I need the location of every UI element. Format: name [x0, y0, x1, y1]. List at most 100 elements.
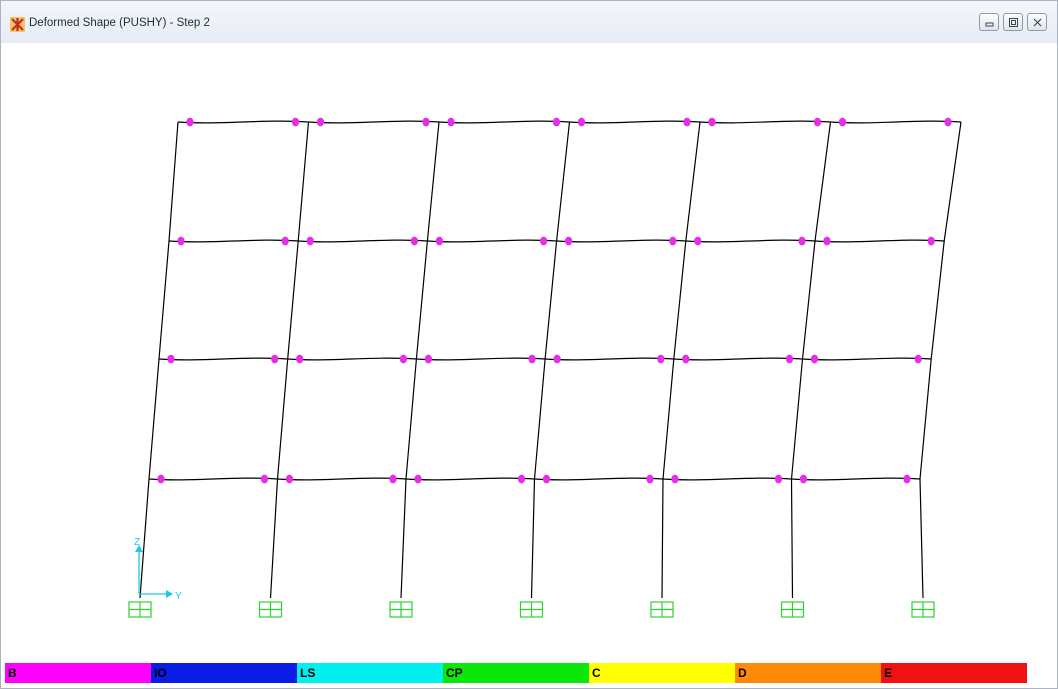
- plastic-hinge-marker: [683, 117, 691, 127]
- plastic-hinge-marker: [542, 474, 551, 484]
- beam-level4-bay1: [177, 120, 309, 124]
- plastic-hinge-marker: [316, 117, 325, 127]
- plastic-hinge-marker: [553, 354, 561, 364]
- legend-segment-b: B: [5, 663, 151, 683]
- legend-label: LS: [300, 666, 316, 680]
- fixed-support-grid: [651, 602, 673, 617]
- beam-level2-bay4: [545, 357, 674, 361]
- close-icon: [1033, 18, 1042, 27]
- plastic-hinge-marker: [422, 117, 430, 127]
- plastic-hinge-marker: [291, 117, 300, 127]
- y-axis-arrowhead: [166, 590, 173, 598]
- legend-segment-c: C: [589, 663, 735, 683]
- legend-segment-cp: CP: [443, 663, 589, 683]
- axes-triad: [138, 548, 169, 595]
- plastic-hinge-marker: [577, 117, 586, 127]
- legend-segment-ls: LS: [297, 663, 443, 683]
- title-bar[interactable]: Deformed Shape (PUSHY) - Step 2: [1, 1, 1057, 43]
- beam-level3-bay3: [427, 239, 557, 243]
- fixed-support-grid: [781, 602, 804, 617]
- plastic-hinge-marker: [823, 236, 831, 246]
- beam-level1-bay4: [534, 477, 664, 481]
- fixed-support-grid: [520, 602, 543, 617]
- restore-icon: [1009, 18, 1018, 27]
- legend-label: CP: [446, 666, 463, 680]
- plastic-hinge-marker: [540, 236, 548, 246]
- plastic-hinge-marker: [838, 117, 847, 127]
- beam-level1-bay5: [662, 477, 792, 481]
- plastic-hinge-marker: [657, 354, 665, 364]
- plastic-hinge-marker: [296, 354, 304, 364]
- sap2000-app-icon: [10, 17, 25, 32]
- plastic-hinge-marker: [914, 354, 922, 364]
- beam-level4-bay6: [830, 120, 962, 124]
- plastic-hinge-marker: [177, 236, 185, 246]
- beam-level2-bay5: [673, 357, 803, 361]
- beam-level4-bay4: [569, 120, 701, 124]
- legend-segment-d: D: [735, 663, 881, 683]
- plastic-hinge-marker: [669, 236, 677, 246]
- plastic-hinge-marker: [682, 354, 690, 364]
- plastic-hinge-marker: [399, 354, 407, 364]
- plastic-hinge-marker: [785, 354, 794, 364]
- plastic-hinge-marker: [708, 117, 716, 127]
- column-7: [919, 121, 962, 599]
- plastic-hinge-marker: [552, 117, 561, 127]
- plastic-hinge-marker: [646, 474, 654, 484]
- plastic-hinge-marker: [528, 354, 536, 364]
- plastic-hinge-marker: [435, 236, 443, 246]
- plastic-hinge-marker: [285, 474, 294, 484]
- beam-level2-bay1: [158, 357, 288, 361]
- z-axis-arrowhead: [135, 545, 143, 552]
- beam-level4-bay5: [699, 120, 831, 124]
- plastic-hinge-marker: [799, 474, 808, 484]
- plastic-hinge-marker: [306, 236, 314, 246]
- plastic-hinge-marker: [798, 236, 806, 246]
- plastic-hinge-marker: [167, 354, 175, 364]
- plastic-hinge-marker: [186, 117, 194, 127]
- plastic-hinge-marker: [517, 474, 526, 484]
- restore-button[interactable]: [1003, 13, 1023, 31]
- plastic-hinge-marker: [414, 474, 422, 484]
- beam-level2-bay6: [802, 357, 932, 361]
- plastic-hinge-marker: [903, 474, 911, 484]
- beam-level1-bay2: [277, 477, 407, 481]
- plastic-hinge-marker: [424, 354, 432, 364]
- minimize-button[interactable]: [979, 13, 999, 31]
- legend-label: D: [738, 666, 747, 680]
- plastic-hinge-marker: [694, 236, 702, 246]
- beam-level2-bay3: [416, 357, 546, 361]
- legend-segment-io: IO: [151, 663, 297, 683]
- close-button[interactable]: [1027, 13, 1047, 31]
- plastic-hinge-marker: [389, 474, 397, 484]
- legend-label: E: [884, 666, 893, 680]
- z-axis-label: Z: [134, 537, 140, 548]
- plastic-hinge-marker: [565, 236, 573, 246]
- legend-label: IO: [154, 666, 167, 680]
- beam-level3-bay6: [814, 239, 945, 243]
- legend-label: B: [8, 666, 17, 680]
- beam-level4-bay2: [308, 120, 440, 124]
- plastic-hinge-marker: [271, 354, 279, 364]
- plastic-hinge-marker: [410, 236, 418, 246]
- beam-level2-bay2: [287, 357, 417, 361]
- beam-level3-bay2: [298, 239, 428, 243]
- plastic-hinge-marker: [157, 474, 165, 484]
- y-axis-label: Y: [175, 591, 182, 602]
- legend-label: C: [592, 666, 601, 680]
- beam-level3-bay4: [556, 239, 686, 243]
- plastic-hinge-marker: [774, 474, 783, 484]
- plastic-hinge-marker: [944, 117, 952, 127]
- plastic-hinge-marker: [813, 117, 822, 127]
- beam-level1-bay6: [791, 477, 921, 481]
- plastic-hinge-marker: [671, 474, 679, 484]
- plastic-hinge-marker: [810, 354, 819, 364]
- legend-segment-e: E: [881, 663, 1027, 683]
- beam-level3-bay5: [685, 239, 816, 243]
- deformed-frame-drawing: ZY: [128, 117, 962, 618]
- plastic-hinge-marker: [447, 117, 455, 127]
- beam-level1-bay1: [148, 477, 278, 481]
- plastic-hinge-marker: [281, 236, 289, 246]
- plastic-hinge-marker: [260, 474, 269, 484]
